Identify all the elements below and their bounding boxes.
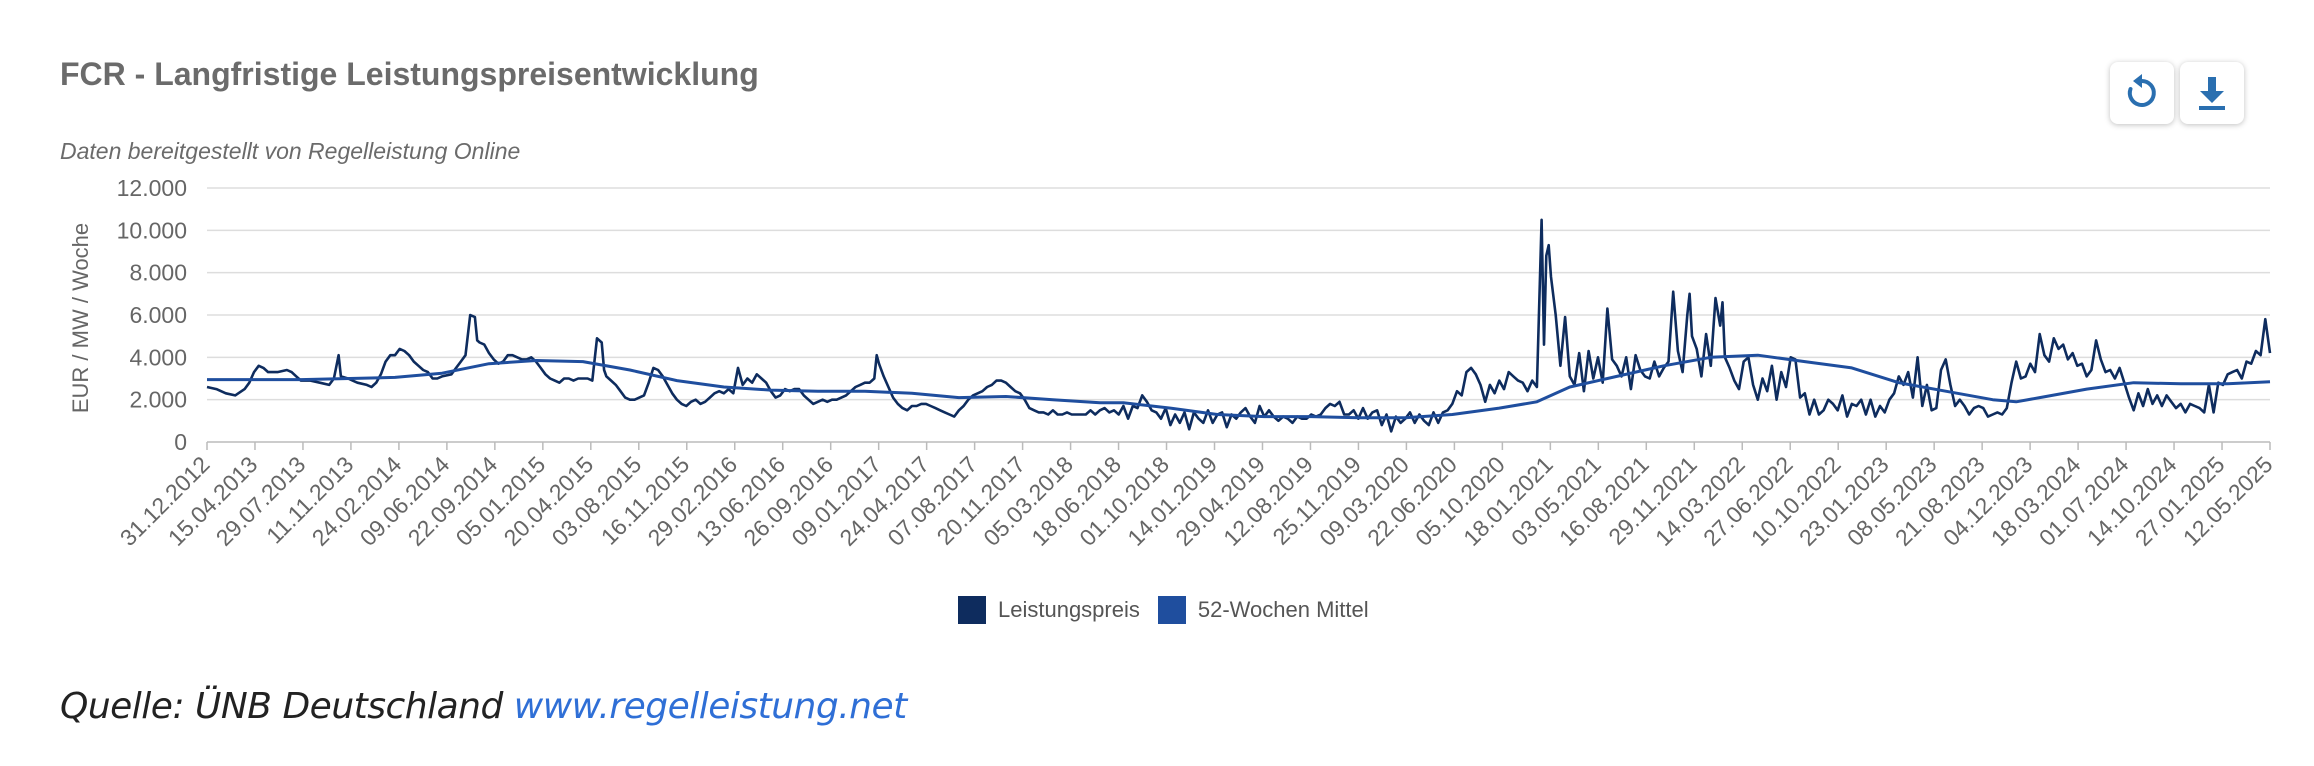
series-line-leistungspreis[interactable] (206, 218, 2272, 433)
reset-zoom-button[interactable] (2110, 62, 2174, 124)
legend-label: 52-Wochen Mittel (1197, 597, 1369, 622)
legend-swatch (1157, 596, 1186, 624)
legend-item-leistungspreis[interactable]: Leistungspreis (958, 596, 1140, 624)
source-link[interactable]: www.regelleistung.net (513, 686, 907, 727)
legend-label: Leistungspreis (998, 597, 1140, 622)
chart-title: FCR - Langfristige Leistungspreisentwick… (60, 56, 759, 92)
chart-canvas: 0 2.000 4.000 6.000 8.000 10.000 12.000 31.12.… (68, 175, 2278, 551)
y-tick-label: 10.000 (117, 217, 187, 243)
y-tick-label: 0 (174, 429, 187, 455)
y-tick-label: 12.000 (117, 175, 187, 201)
y-axis-ticks: 0 2.000 4.000 6.000 8.000 10.000 12.000 (117, 175, 187, 455)
legend-swatch (958, 596, 986, 624)
series-line-52-wochen-mittel[interactable] (207, 353, 2271, 420)
y-tick-label: 8.000 (129, 260, 187, 286)
y-tick-label: 2.000 (129, 387, 187, 413)
download-icon (2199, 77, 2225, 110)
chart-subtitle: Daten bereitgestellt von Regelleistung O… (60, 138, 521, 164)
download-button[interactable] (2180, 62, 2244, 124)
chart-grid (207, 187, 2270, 443)
y-axis-label: EUR / MW / Woche (68, 223, 93, 413)
y-tick-label: 4.000 (129, 344, 187, 370)
reset-zoom-icon (2127, 74, 2156, 107)
legend-item-52-wochen-mittel[interactable]: 52-Wochen Mittel (1157, 596, 1369, 624)
source-label: Quelle: ÜNB Deutschland (60, 686, 503, 727)
source-note: Quelle: ÜNB Deutschland www.regelleistun… (60, 686, 907, 727)
x-axis-ticks: 31.12.201215.04.201329.07.201311.11.2013… (115, 442, 2278, 551)
chart-legend: Leistungspreis 52-Wochen Mittel (958, 596, 1369, 624)
y-tick-label: 6.000 (129, 302, 187, 328)
chart-series (206, 218, 2272, 433)
